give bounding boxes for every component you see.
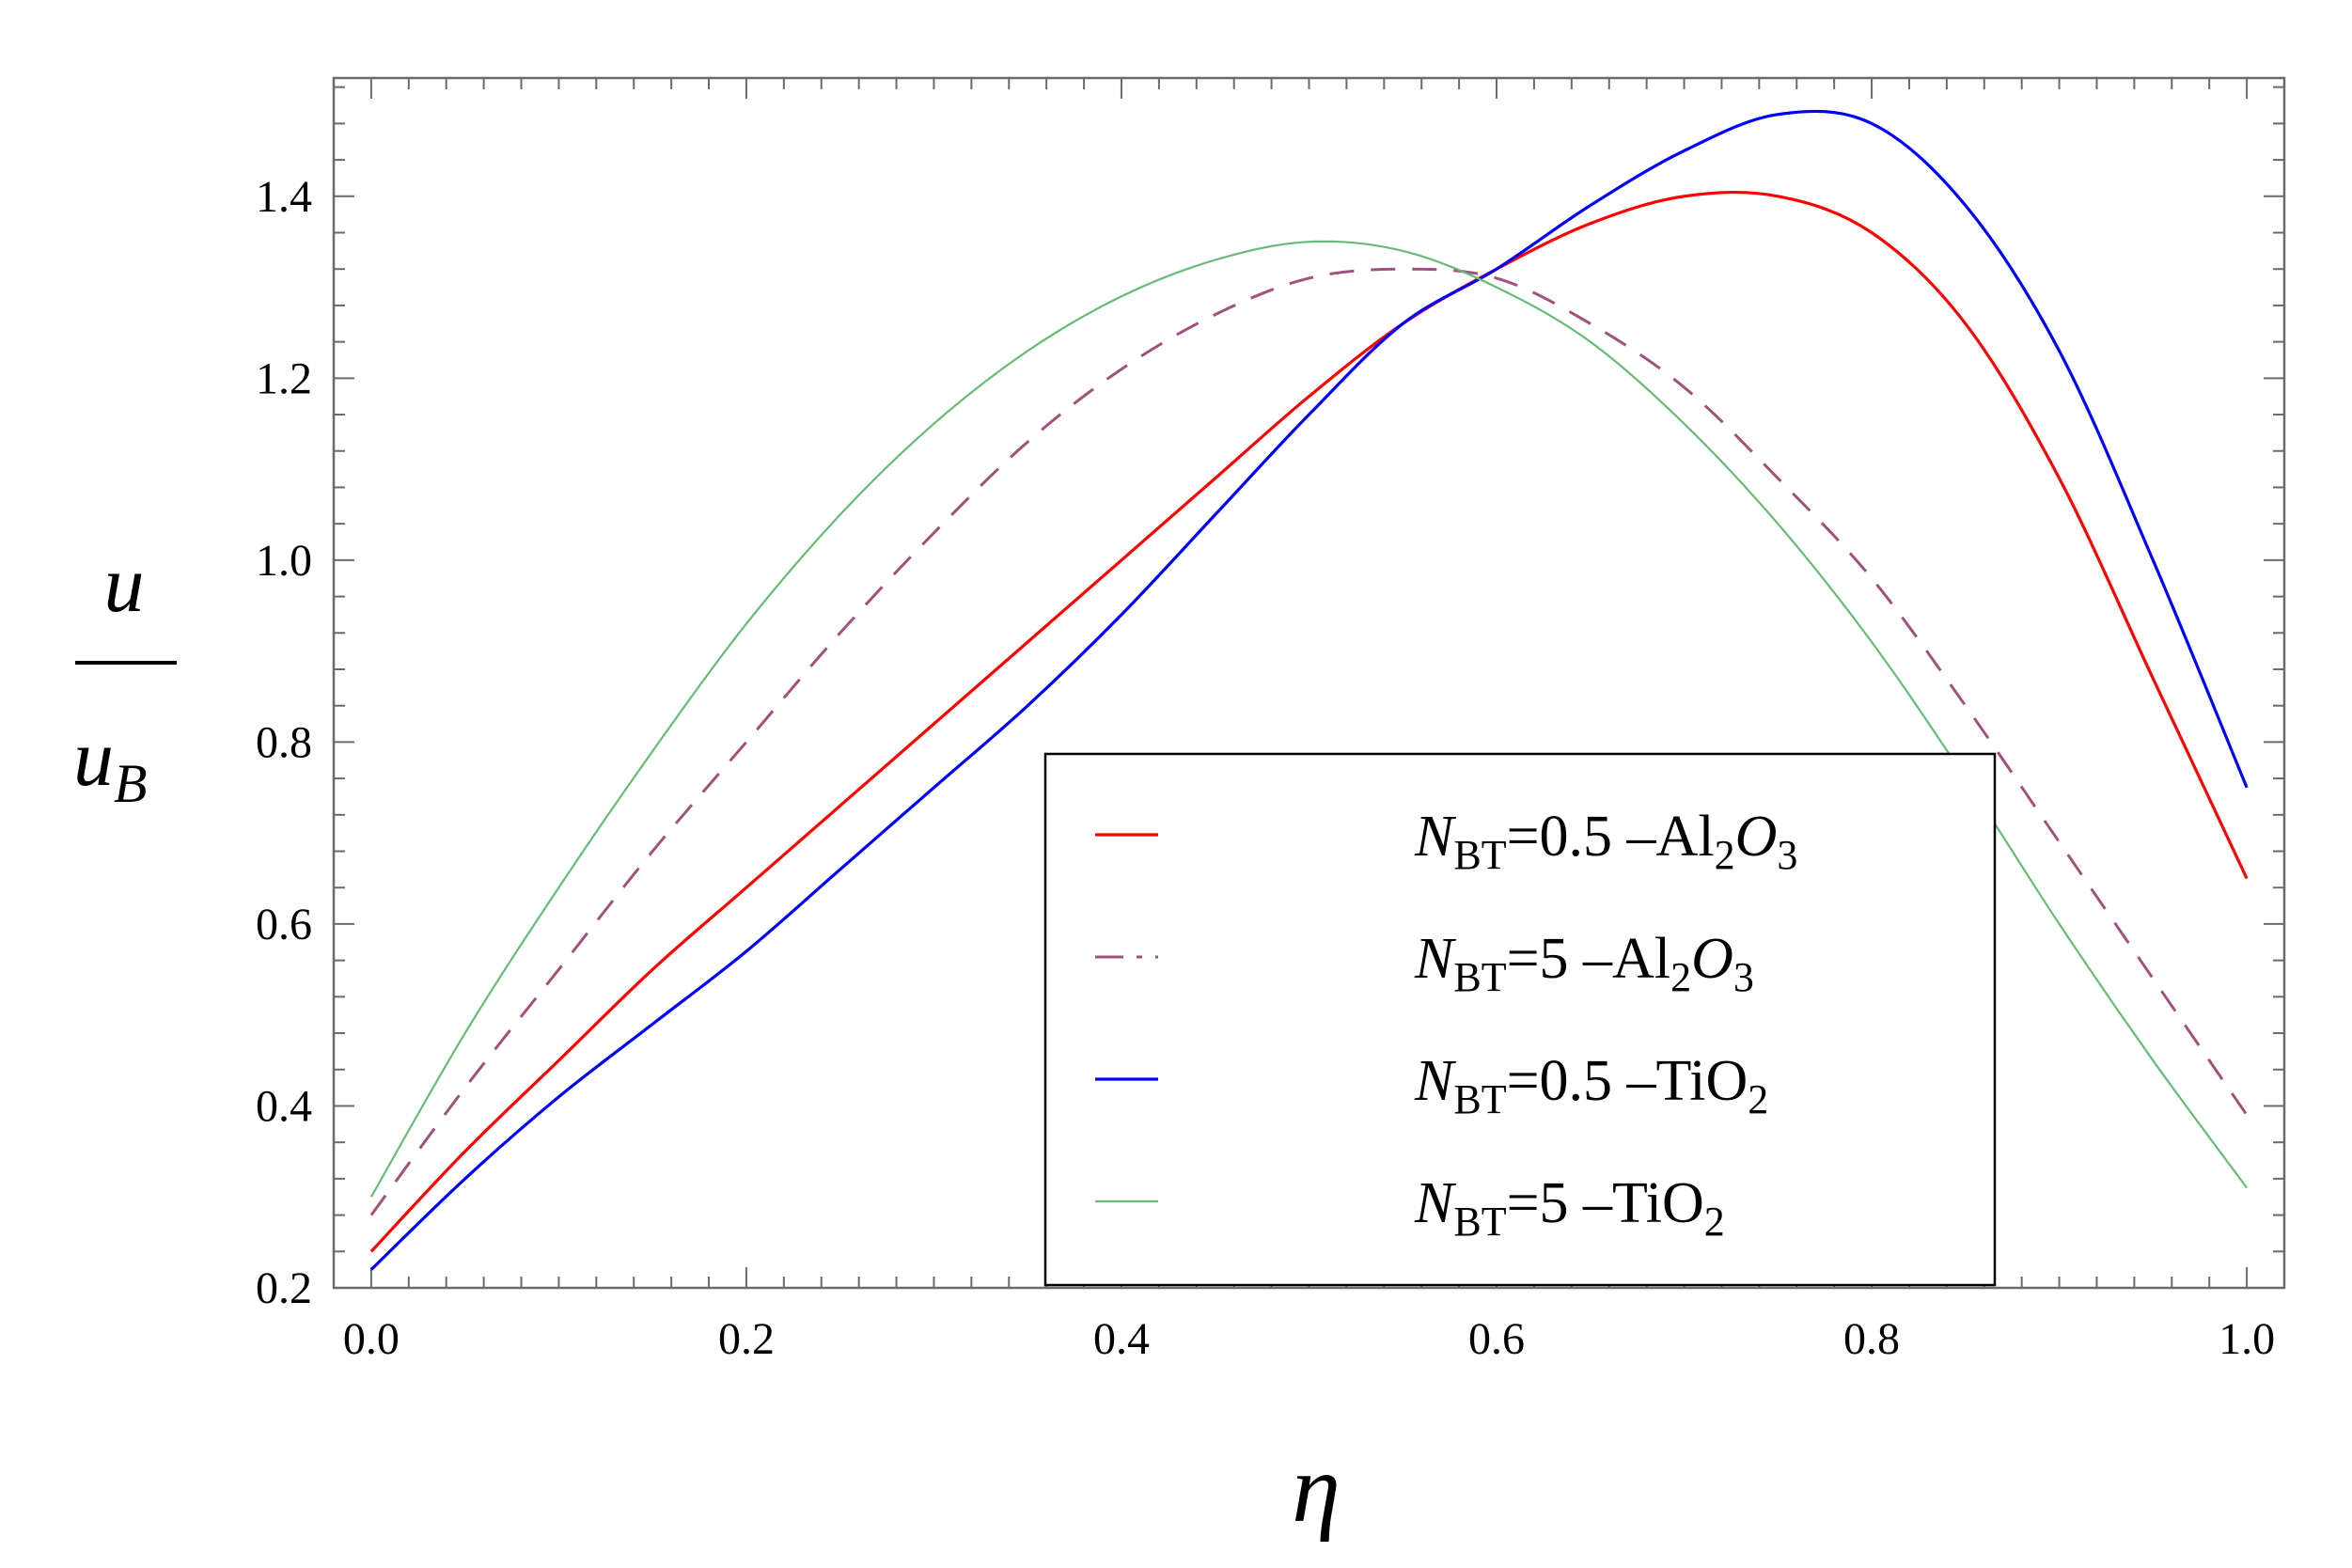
- legend-label-text: =0.5 –Al: [1507, 805, 1715, 869]
- y-tick-label: 1.2: [256, 353, 312, 403]
- axis-ticks: [334, 78, 2284, 1289]
- x-tick-labels: 0.0 0.2 0.4 0.6 0.8 1.0: [343, 1314, 2275, 1364]
- y-tick-label: 1.0: [256, 536, 312, 586]
- legend-subscript: 2: [1670, 954, 1691, 1000]
- series-line-1: [369, 190, 2249, 1253]
- legend-label-italic: O: [1691, 927, 1733, 991]
- legend-subscript: 2: [1715, 832, 1735, 878]
- x-tick-label: 0.2: [718, 1314, 775, 1364]
- legend-label-text: =0.5 –TiO: [1507, 1049, 1748, 1113]
- legend-symbol: N: [1414, 1049, 1457, 1113]
- y-tick-label: 1.4: [256, 172, 312, 222]
- series-line-2: [369, 267, 2249, 1216]
- x-tick-label: 0.6: [1468, 1314, 1525, 1364]
- legend-label-text: =5 –Al: [1507, 927, 1670, 991]
- legend-subscript: BT: [1453, 1076, 1506, 1122]
- x-tick-label: 0.0: [343, 1314, 400, 1364]
- legend-label-italic: O: [1735, 805, 1778, 869]
- legend-label: NBT=5 –TiO2: [1414, 1171, 1725, 1245]
- legend-box: [1043, 752, 1997, 1287]
- legend-symbol: N: [1414, 805, 1457, 869]
- legend-subscript: BT: [1453, 1199, 1506, 1245]
- y-label-denominator-subscript: B: [114, 753, 147, 814]
- legend-subscript: 2: [1704, 1199, 1725, 1245]
- legend-subscript: 2: [1748, 1076, 1768, 1122]
- x-tick-label: 1.0: [2219, 1314, 2275, 1364]
- x-tick-label: 0.8: [1843, 1314, 1900, 1364]
- legend-subscript: 3: [1733, 954, 1754, 1000]
- y-tick-label: 0.8: [256, 717, 312, 767]
- y-tick-label: 0.2: [256, 1263, 312, 1313]
- legend-label: NBT=0.5 –Al2O3: [1414, 805, 1797, 878]
- legend-symbol: N: [1414, 927, 1457, 991]
- legend-symbol: N: [1414, 1171, 1457, 1235]
- y-tick-label: 0.4: [256, 1081, 312, 1131]
- y-label-numerator: u: [104, 539, 145, 629]
- y-axis-label: u uB: [73, 539, 177, 814]
- legend-subscript: BT: [1453, 954, 1506, 1000]
- x-axis-label: η: [1292, 1435, 1341, 1543]
- y-label-denominator-base: u: [73, 713, 114, 803]
- legend-label-text: =5 –TiO: [1507, 1171, 1704, 1235]
- legend-subscript: 3: [1777, 832, 1797, 878]
- legend-label: NBT=0.5 –TiO2: [1414, 1049, 1768, 1122]
- series-line-3: [369, 109, 2249, 1271]
- y-tick-labels: 0.2 0.4 0.6 0.8 1.0 1.2 1.4: [256, 172, 312, 1313]
- x-tick-label: 0.4: [1093, 1314, 1150, 1364]
- y-tick-label: 0.6: [256, 900, 312, 949]
- legend-label: NBT=5 –Al2O3: [1414, 927, 1754, 1000]
- legend-subscript: BT: [1453, 832, 1506, 878]
- y-label-denominator: uB: [73, 713, 147, 814]
